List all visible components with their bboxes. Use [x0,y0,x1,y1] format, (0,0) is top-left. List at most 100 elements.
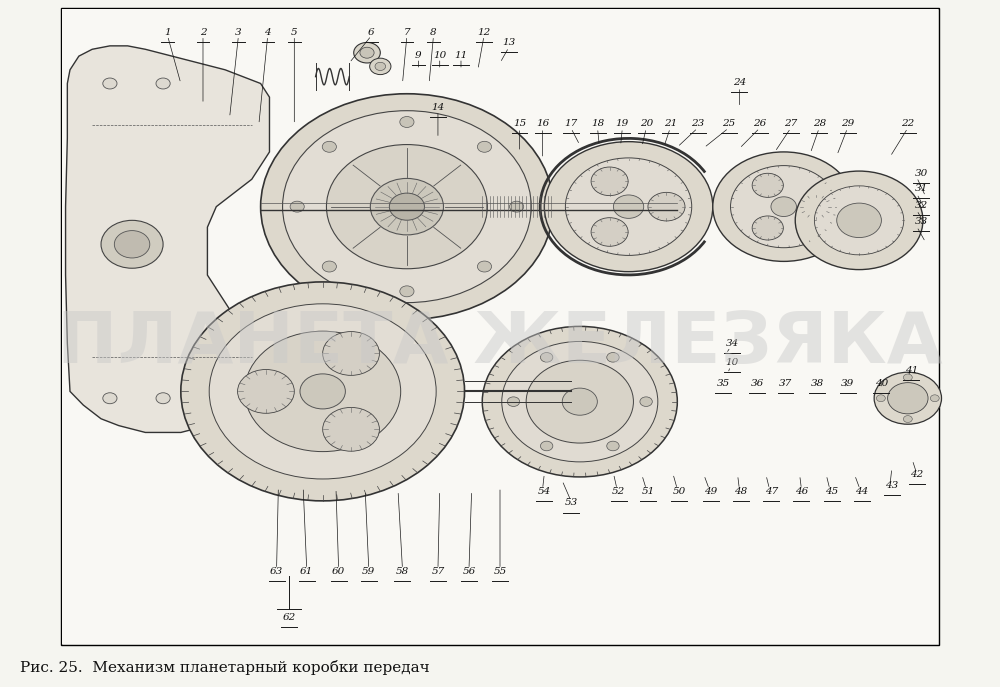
Circle shape [300,374,345,409]
Circle shape [876,395,885,402]
Circle shape [814,186,904,255]
Circle shape [290,201,304,212]
Text: 38: 38 [811,379,824,387]
Text: 60: 60 [332,567,345,576]
Circle shape [562,388,597,415]
Circle shape [837,203,881,238]
Circle shape [771,196,796,216]
Text: 41: 41 [905,366,918,375]
Text: 32: 32 [915,201,928,210]
Text: 51: 51 [641,487,655,496]
Text: 52: 52 [612,487,625,496]
Circle shape [354,43,380,63]
Text: 27: 27 [784,119,797,128]
Text: 35: 35 [717,379,730,387]
Circle shape [323,407,379,451]
Text: 53: 53 [564,499,578,508]
Text: 63: 63 [270,567,283,576]
Circle shape [400,117,414,128]
Text: 57: 57 [431,567,445,576]
Circle shape [613,195,644,218]
Text: 46: 46 [795,487,808,496]
Text: 1: 1 [164,27,171,36]
Circle shape [370,58,391,75]
Circle shape [283,111,531,302]
Circle shape [101,221,163,268]
Text: 36: 36 [750,379,764,387]
Text: 8: 8 [430,27,437,36]
Text: 40: 40 [875,379,888,387]
Circle shape [874,372,942,425]
Text: 61: 61 [300,567,313,576]
Circle shape [103,393,117,404]
Text: 62: 62 [282,613,296,622]
Text: 9: 9 [415,51,422,60]
Text: 5: 5 [291,27,298,36]
Circle shape [360,47,374,58]
Circle shape [400,286,414,297]
Text: 33: 33 [915,217,928,226]
Text: 58: 58 [396,567,409,576]
Text: 37: 37 [779,379,792,387]
Text: 2: 2 [200,27,206,36]
Circle shape [903,374,912,381]
Circle shape [323,332,379,375]
Text: 3: 3 [235,27,242,36]
Circle shape [607,441,619,451]
Text: 47: 47 [765,487,778,496]
Circle shape [477,142,492,153]
Circle shape [540,441,553,451]
Text: 21: 21 [664,119,677,128]
Circle shape [482,326,677,477]
Circle shape [800,194,831,218]
Circle shape [322,142,336,153]
Circle shape [326,144,487,269]
Text: 18: 18 [591,119,604,128]
Circle shape [156,393,170,404]
Text: 29: 29 [841,119,854,128]
Circle shape [591,218,628,246]
Text: 4: 4 [264,27,271,36]
Circle shape [322,261,336,272]
Circle shape [544,142,713,271]
Text: 6: 6 [368,27,375,36]
Text: 59: 59 [362,567,375,576]
Circle shape [507,397,520,407]
Text: 25: 25 [722,119,735,128]
Text: 23: 23 [691,119,704,128]
Circle shape [565,158,692,256]
Text: 26: 26 [753,119,766,128]
Circle shape [156,78,170,89]
Text: 16: 16 [536,119,549,128]
Text: 55: 55 [493,567,507,576]
Circle shape [510,201,524,212]
Circle shape [903,416,912,423]
Text: 43: 43 [885,482,899,491]
Circle shape [752,216,783,240]
Text: 50: 50 [672,487,686,496]
Circle shape [103,78,117,89]
Text: Рис. 25.  Механизм планетарный коробки передач: Рис. 25. Механизм планетарный коробки пе… [20,660,430,675]
Circle shape [114,231,150,258]
Text: 49: 49 [704,487,718,496]
Circle shape [648,192,685,221]
Text: 11: 11 [454,51,468,60]
Text: 45: 45 [825,487,838,496]
Text: 42: 42 [910,471,923,480]
Text: 31: 31 [915,184,928,193]
Circle shape [888,383,928,414]
Text: 22: 22 [901,119,914,128]
Text: 17: 17 [564,119,578,128]
Circle shape [752,173,783,197]
Circle shape [502,341,658,462]
Text: 56: 56 [462,567,476,576]
Text: 19: 19 [616,119,629,128]
Text: 13: 13 [502,38,515,47]
Text: 34: 34 [726,339,739,348]
Circle shape [795,171,923,269]
Text: 10: 10 [433,51,446,60]
Circle shape [477,261,492,272]
Text: 44: 44 [855,487,868,496]
Text: 7: 7 [404,27,410,36]
Text: 30: 30 [915,169,928,179]
